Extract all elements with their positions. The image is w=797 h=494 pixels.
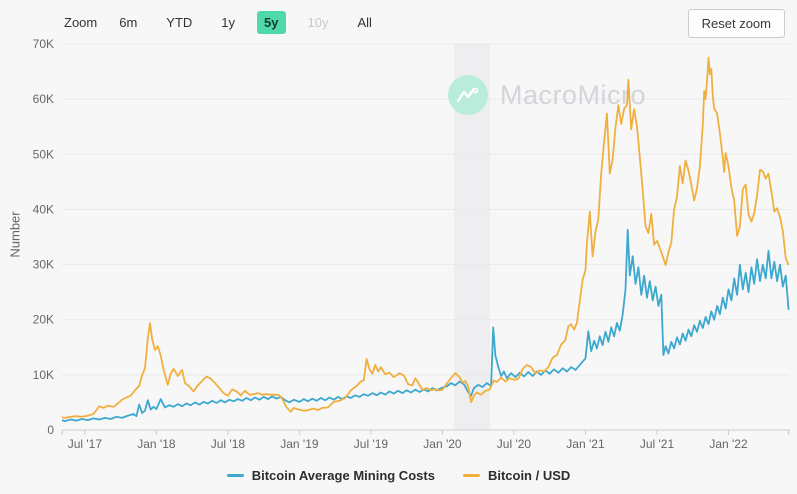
series-line-bitcoin-average-mining-costs	[61, 228, 790, 423]
y-tick-label: 50K	[33, 147, 54, 161]
y-tick-label: 40K	[33, 202, 54, 216]
x-tick-label: Jul '21	[640, 437, 675, 451]
range-button-all[interactable]: All	[357, 15, 372, 30]
x-tick-label: Jan '20	[423, 437, 462, 451]
x-tick-label: Jul '20	[497, 437, 532, 451]
y-tick-label: 10K	[33, 368, 54, 382]
mining-costs-line-swatch-icon	[226, 474, 244, 477]
range-button-ytd[interactable]: YTD	[166, 15, 193, 30]
legend-label: Bitcoin Average Mining Costs	[251, 468, 435, 483]
range-button-5y[interactable]: 5y	[257, 11, 286, 34]
x-tick-label: Jan '21	[566, 437, 605, 451]
legend-item-mining-costs[interactable]: Bitcoin Average Mining Costs	[226, 468, 435, 483]
y-tick-label: 20K	[33, 313, 54, 327]
x-tick-label: Jul '17	[68, 437, 103, 451]
legend-label: Bitcoin / USD	[487, 468, 571, 483]
range-button-1y[interactable]: 1y	[221, 15, 236, 30]
y-tick-label: 70K	[33, 37, 54, 51]
y-tick-label: 0	[47, 423, 54, 437]
x-tick-label: Jan '18	[137, 437, 176, 451]
x-tick-label: Jul '18	[211, 437, 246, 451]
range-selector: Zoom 6m YTD 1y 5y 10y All	[64, 11, 379, 34]
series-line-bitcoin-usd	[61, 56, 790, 419]
x-tick-label: Jul '19	[354, 437, 389, 451]
legend-item-btc-usd[interactable]: Bitcoin / USD	[462, 468, 571, 483]
y-tick-label: 60K	[33, 92, 54, 106]
range-button-6m[interactable]: 6m	[119, 15, 138, 30]
btc-usd-line-swatch-icon	[462, 474, 480, 477]
chart-legend: Bitcoin Average Mining Costs Bitcoin / U…	[0, 468, 797, 483]
y-tick-label: 30K	[33, 258, 54, 272]
zoom-label: Zoom	[64, 15, 98, 30]
reset-zoom-button[interactable]: Reset zoom	[687, 9, 785, 38]
x-tick-label: Jan '22	[709, 437, 748, 451]
range-button-10y: 10y	[307, 15, 329, 30]
x-tick-label: Jan '19	[280, 437, 319, 451]
